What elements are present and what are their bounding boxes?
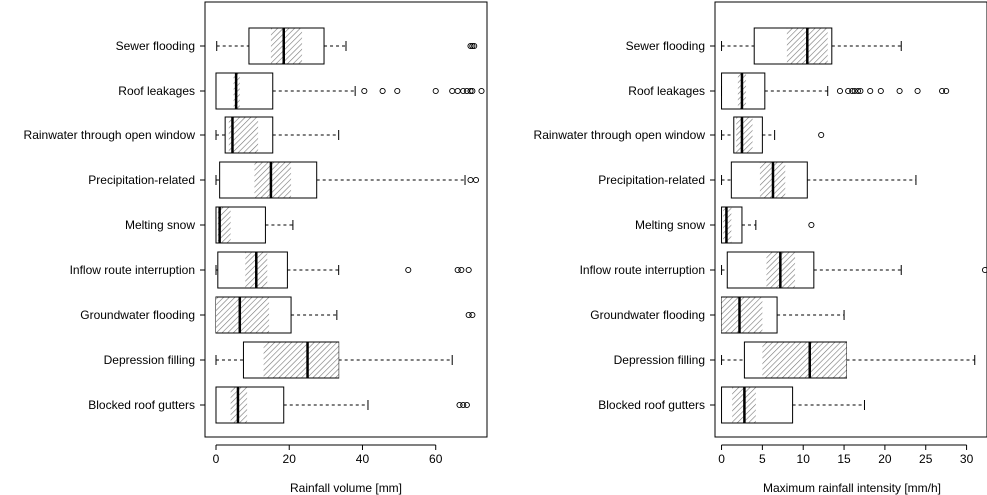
outlier-point: [467, 87, 474, 95]
outlier-point: [896, 87, 903, 95]
x-tick-label: 25: [919, 452, 933, 466]
panel-rainfall-volume: 0 20 40 60 Sewer flooding Roof leakages Rainwa…: [24, 1, 488, 495]
plot-area-rainfall-volume: 0 20 40 60 Sewer flooding Roof leakages Rainwa…: [24, 1, 488, 466]
outlier-point: [981, 266, 987, 274]
outlier-point: [469, 87, 476, 95]
category-label: Blocked roof gutters: [88, 398, 195, 412]
outlier-point: [394, 87, 401, 95]
x-tick-label: 15: [837, 452, 851, 466]
outlier-point: [851, 87, 858, 95]
category-label: Precipitation-related: [88, 173, 195, 187]
outlier-point: [465, 266, 472, 274]
outlier-point: [458, 266, 465, 274]
outlier-point: [465, 311, 472, 319]
outlier-point: [939, 87, 946, 95]
category-label: Precipitation-related: [598, 173, 705, 187]
category-label: Depression filling: [104, 353, 195, 367]
category-label: Rainwater through open window: [24, 128, 196, 142]
category-label: Sewer flooding: [116, 39, 195, 53]
x-tick-label: 60: [429, 452, 443, 466]
outlier-point: [478, 87, 485, 95]
outlier-point: [849, 87, 856, 95]
outlier-point: [854, 87, 861, 95]
box-notch-hatch: [721, 297, 763, 333]
panel-max-intensity: 0 5 10 15 20 25 30 Sewer flooding Roof leakages R…: [534, 1, 987, 495]
plot-frame: [714, 1, 987, 438]
outlier-point: [836, 87, 844, 95]
category-label: Depression filling: [614, 353, 705, 367]
x-tick-label: 0: [718, 452, 725, 466]
outlier-point: [857, 87, 864, 95]
outlier-point: [467, 42, 474, 50]
outlier-point: [405, 266, 412, 274]
x-tick-label: 5: [759, 452, 766, 466]
category-label: Groundwater flooding: [590, 308, 705, 322]
outlier-point: [361, 87, 368, 95]
outlier-point: [454, 87, 461, 95]
category-label: Rainwater through open window: [534, 128, 706, 142]
outlier-point: [845, 87, 852, 95]
category-label: Roof leakages: [118, 84, 195, 98]
category-label: Sewer flooding: [626, 39, 705, 53]
category-label: Melting snow: [125, 218, 195, 232]
outlier-point: [818, 131, 825, 139]
x-tick-label: 40: [356, 452, 370, 466]
box-notch-hatch: [263, 342, 339, 378]
outlier-point: [867, 87, 874, 95]
x-axis-title-rainfall-volume: Rainfall volume [mm]: [290, 481, 402, 495]
outlier-point: [463, 401, 470, 409]
outlier-point: [469, 311, 476, 319]
outlier-point: [456, 401, 463, 409]
outlier-point: [472, 176, 480, 184]
box-iqr: [215, 386, 285, 424]
outlier-point: [943, 87, 950, 95]
box-notch-hatch: [217, 207, 231, 243]
outlier-point: [467, 176, 474, 184]
box-notch-hatch: [270, 28, 303, 64]
outlier-point: [877, 87, 884, 95]
x-tick-label: 20: [283, 452, 297, 466]
box-notch-hatch: [762, 342, 847, 378]
plot-frame: [204, 1, 488, 438]
box-notch-hatch: [736, 117, 753, 153]
category-label: Melting snow: [635, 218, 705, 232]
category-label: Inflow route interruption: [580, 263, 705, 277]
outlier-point: [460, 87, 467, 95]
box-iqr: [215, 72, 274, 110]
category-label: Groundwater flooding: [80, 308, 195, 322]
outlier-point: [379, 87, 386, 95]
outlier-point: [471, 42, 478, 50]
plot-area-max-intensity: 0 5 10 15 20 25 30 Sewer flooding Roof leakages R…: [534, 1, 987, 466]
outlier-point: [449, 87, 456, 95]
x-tick-label: 30: [960, 452, 974, 466]
x-tick-label: 20: [878, 452, 892, 466]
outlier-point: [432, 87, 439, 95]
x-tick-label: 0: [213, 452, 220, 466]
category-label: Roof leakages: [628, 84, 705, 98]
outlier-point: [808, 221, 815, 229]
category-label: Inflow route interruption: [70, 263, 195, 277]
outlier-point: [454, 266, 461, 274]
box-notch-hatch: [215, 297, 270, 333]
outlier-point: [460, 401, 467, 409]
box-notch-hatch: [254, 162, 292, 198]
outlier-point: [914, 87, 921, 95]
outlier-point: [469, 42, 476, 50]
x-tick-label: 10: [797, 452, 811, 466]
x-axis-title-max-intensity: Maximum rainfall intensity [mm/h]: [763, 481, 941, 495]
category-label: Blocked roof gutters: [598, 398, 705, 412]
